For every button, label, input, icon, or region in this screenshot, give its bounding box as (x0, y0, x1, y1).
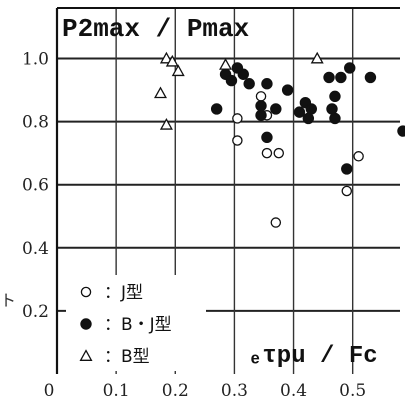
data-point (305, 103, 317, 115)
data-point (255, 100, 267, 112)
data-point (326, 103, 338, 115)
data-point (329, 112, 341, 125)
x-axis-label: ₑτpu / Fc (248, 343, 378, 370)
data-point (243, 78, 255, 90)
y-axis-label: P2max / Pmax (62, 14, 249, 44)
data-point (171, 64, 185, 77)
data-point (273, 147, 285, 159)
data-point (397, 125, 405, 137)
data-point (323, 71, 335, 84)
y-tick-label: 0.8 (22, 113, 49, 133)
data-point (210, 103, 223, 115)
data-point (364, 71, 377, 84)
y-tick-label: 1.0 (22, 49, 49, 69)
data-point (261, 78, 273, 90)
legend-label: ：B型 (104, 347, 150, 367)
data-point (232, 135, 243, 146)
data-point (232, 113, 243, 124)
data-point (255, 109, 267, 121)
legend-marker (80, 318, 92, 330)
data-point (159, 118, 173, 130)
x-tick-label: 0.1 (103, 381, 130, 400)
data-point (353, 151, 364, 162)
y-tick-label: 0.4 (22, 239, 49, 259)
x-tick-label: 0.4 (280, 381, 307, 400)
data-point (225, 74, 238, 87)
data-point (261, 131, 273, 144)
legend-label: ：J型 (104, 283, 143, 303)
data-point (153, 86, 167, 99)
data-point (293, 106, 306, 118)
x-tick-label: 0.3 (221, 381, 248, 400)
tick-labels: 0.2 0.4 0.6 0.8 1.0 0 0.1 0.2 0.3 0.4 0.5 (22, 49, 366, 400)
data-point (344, 62, 356, 74)
data-point (219, 58, 233, 70)
data-point (329, 90, 341, 103)
data-point (165, 54, 179, 67)
legend-label: ：B・J型 (104, 315, 172, 335)
plot-frame (55, 7, 400, 374)
legend: ：J型 ：B・J型 ：B型 (66, 275, 206, 371)
y-tick-label: 0.6 (22, 176, 49, 196)
data-points (153, 51, 405, 228)
data-point (231, 62, 244, 74)
data-point (310, 51, 324, 64)
data-point (270, 217, 282, 228)
data-point (335, 71, 347, 84)
grid (57, 8, 400, 374)
y-tick-label: 0.2 (22, 302, 49, 322)
legend-marker (79, 349, 93, 361)
data-point (281, 84, 294, 96)
data-point (341, 163, 353, 175)
data-point (341, 185, 353, 197)
legend-marker (80, 286, 92, 298)
data-point (255, 91, 267, 102)
data-point (159, 51, 173, 64)
data-point (270, 103, 282, 115)
x-tick-label: 0 (44, 381, 55, 400)
data-point (261, 147, 273, 159)
data-point (302, 112, 315, 125)
x-tick-label: 0.5 (339, 381, 366, 400)
corner-mark: ト (0, 291, 16, 310)
x-tick-label: 0.2 (162, 381, 189, 400)
